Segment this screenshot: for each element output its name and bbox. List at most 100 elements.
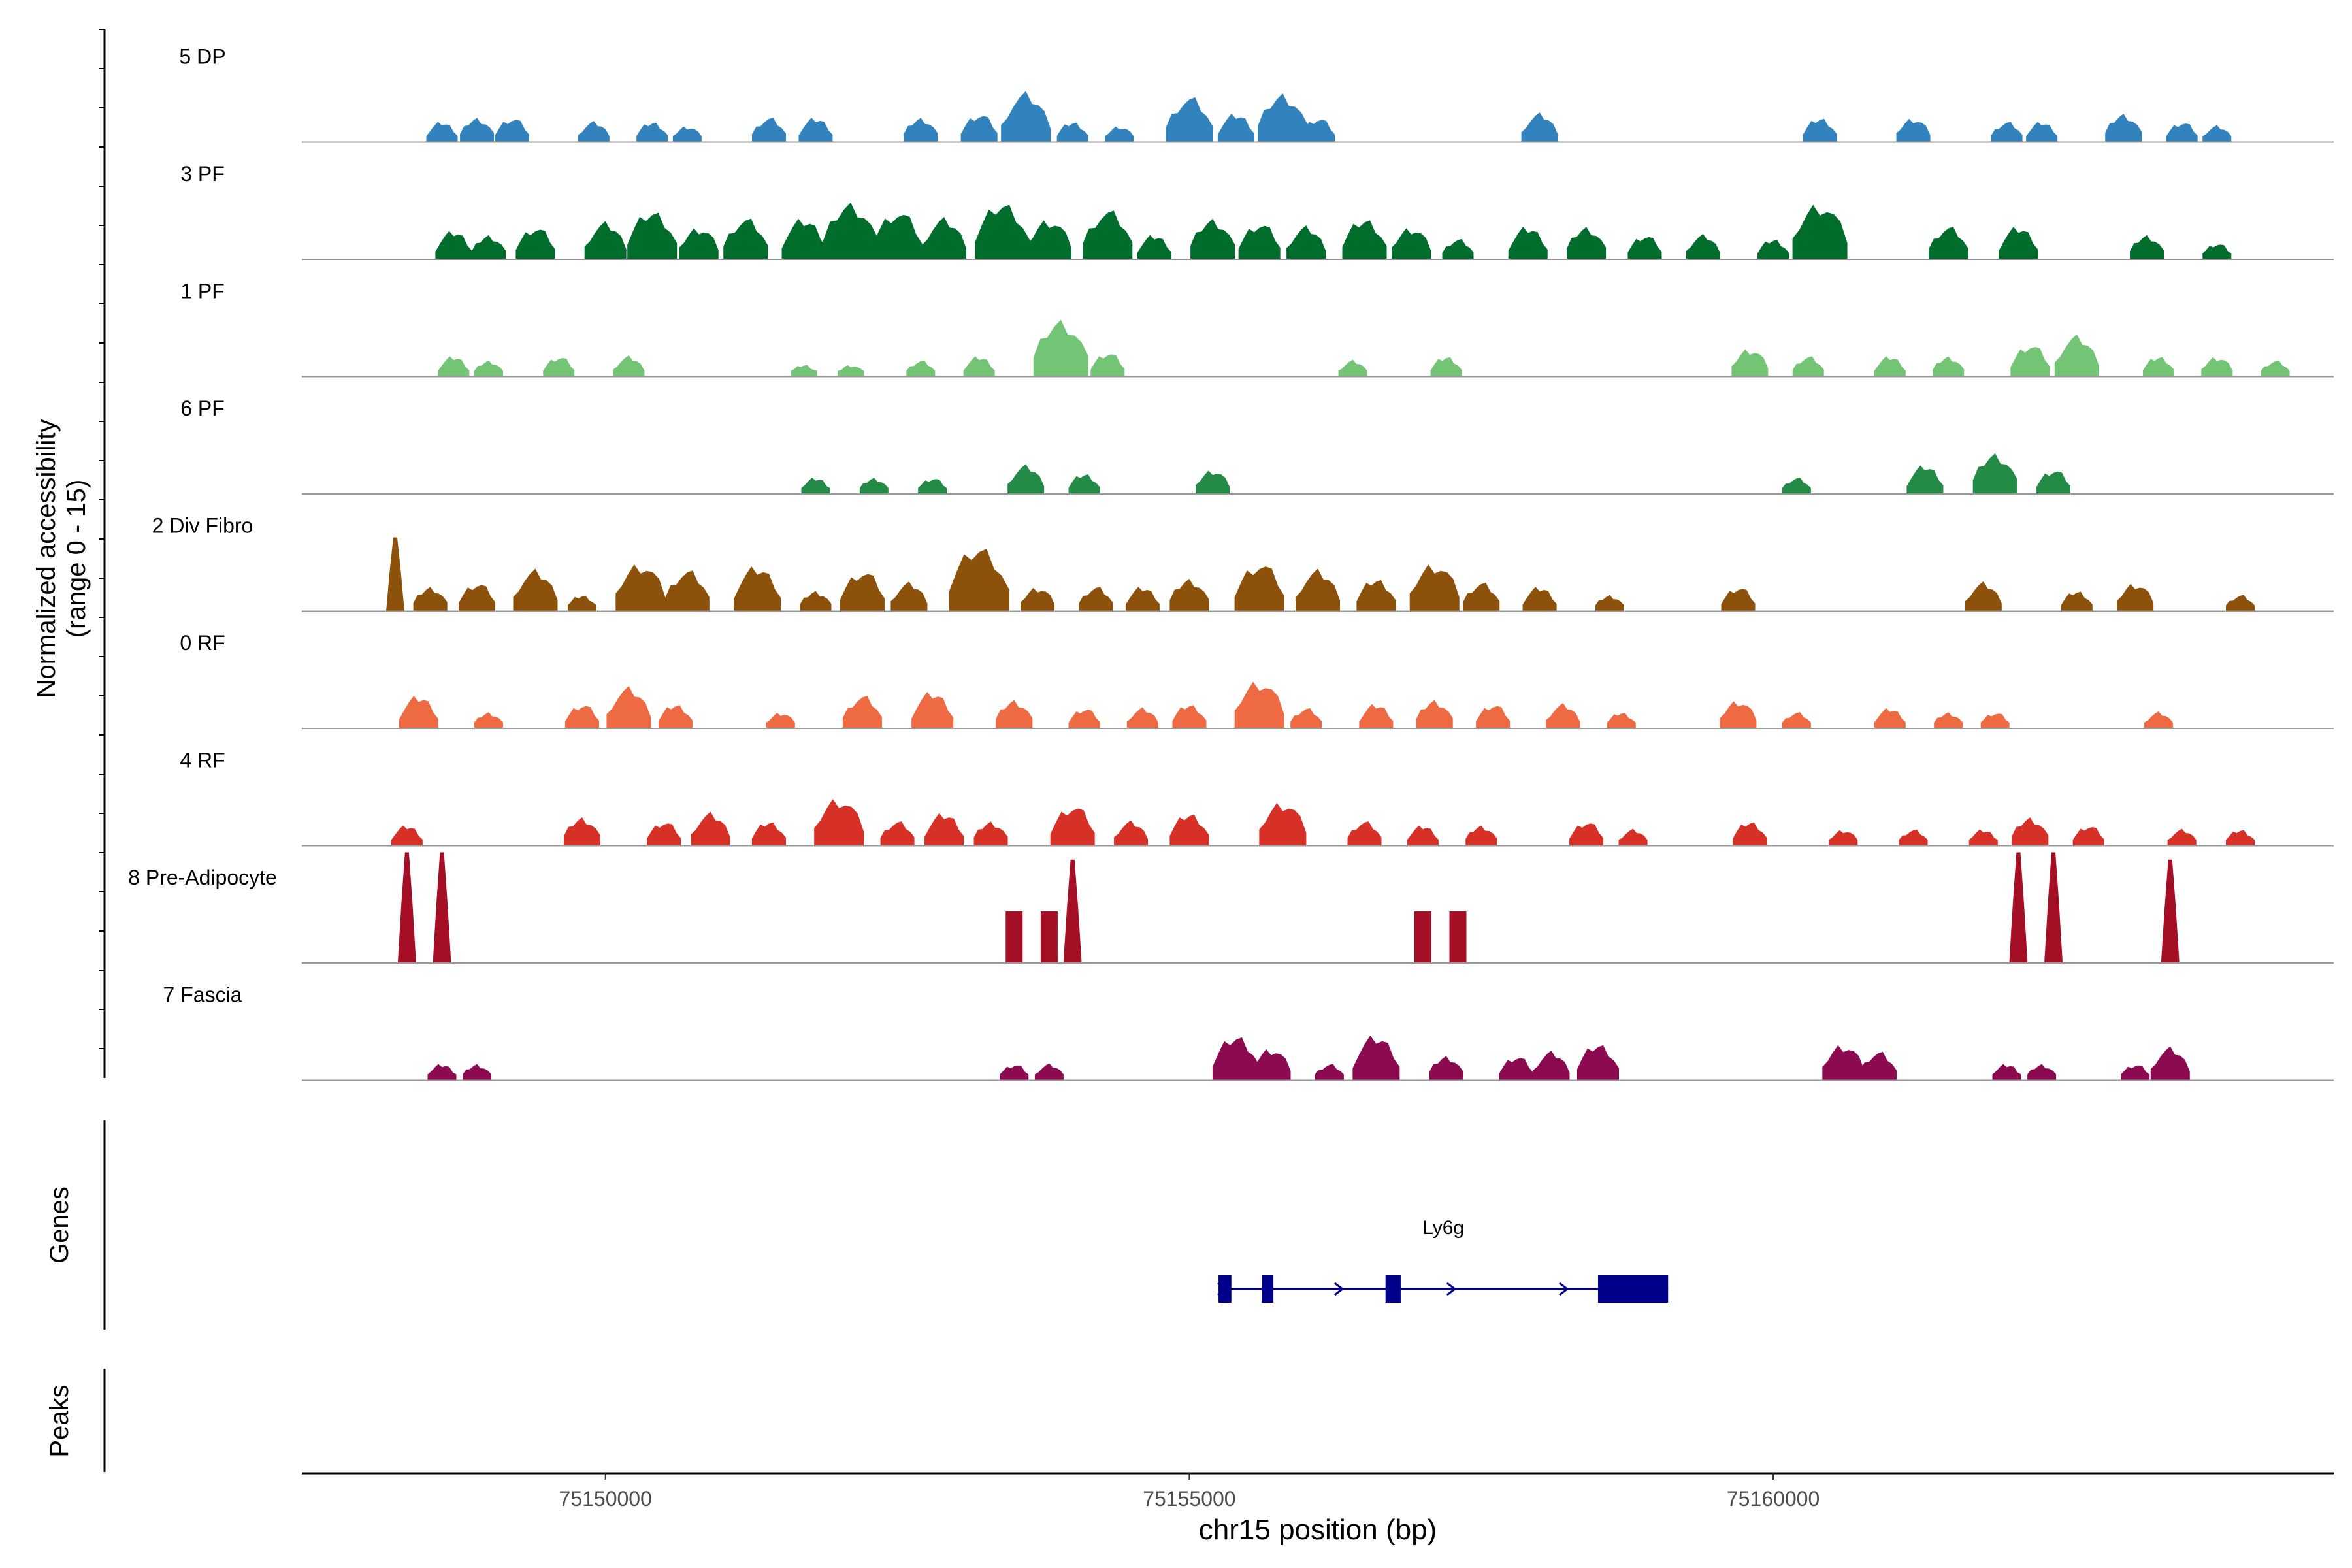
coverage-peak [1050, 808, 1095, 846]
coverage-peak [513, 568, 558, 612]
coverage-peak [433, 852, 451, 963]
coverage-panel: Normalized accessibility (range 0 - 15) … [32, 29, 2334, 1081]
coverage-peak [1546, 703, 1580, 728]
strand-arrow-icon [1333, 1282, 1345, 1296]
coverage-peak [1407, 825, 1439, 846]
coverage-peak [578, 121, 610, 142]
coverage-peak [791, 365, 817, 377]
coverage-peak [2054, 334, 2099, 377]
coverage-peak [1874, 356, 1906, 377]
coverage-peak [781, 218, 826, 259]
track-label: 5 DP [179, 45, 225, 69]
coverage-peak [2061, 591, 2093, 612]
coverage-peak [2226, 595, 2255, 612]
coverage-peak [438, 356, 470, 377]
track-label: 3 PF [180, 162, 225, 186]
coverage-peak [1190, 218, 1235, 259]
coverage-peak [1476, 706, 1511, 728]
genes-panel: Genes Ly6g [45, 1120, 1669, 1330]
coverage-peak [1347, 821, 1382, 846]
coverage-peak [615, 564, 666, 612]
coverage-peak [1234, 566, 1284, 612]
coverage-peak [918, 479, 947, 494]
y-axis-label-line1: Normalized accessibility [32, 419, 61, 698]
coverage-peak [1137, 235, 1171, 259]
coverage-peak [627, 212, 678, 259]
coverage-peak [2012, 817, 2049, 846]
coverage-peak [2226, 830, 2255, 846]
coverage-peak [1792, 356, 1824, 377]
coverage-peak [385, 537, 404, 612]
coverage-peak [1083, 210, 1133, 259]
coverage-peak [1068, 474, 1100, 494]
coverage-peak [911, 691, 954, 728]
coverage-peak [1166, 97, 1213, 142]
coverage-peak [1090, 354, 1125, 377]
coverage-peak [1251, 1049, 1291, 1081]
coverage-peak [2027, 1064, 2057, 1081]
coverage-peak [1906, 465, 1944, 494]
coverage-peak [823, 202, 879, 259]
track-3-pf: 3 PF [180, 162, 2334, 260]
coverage-peak [1040, 911, 1058, 963]
coverage-peak [1391, 228, 1431, 259]
coverage-peak [1079, 587, 1113, 612]
coverage-peak [798, 118, 833, 142]
coverage-peak [1442, 238, 1474, 259]
coverage-peak [1533, 1051, 1570, 1081]
coverage-peak [751, 118, 786, 142]
coverage-peak [996, 700, 1033, 728]
coverage-peak [1414, 911, 1431, 963]
coverage-peak [1463, 582, 1500, 612]
coverage-peak [1522, 587, 1557, 612]
coverage-peak [2010, 346, 2050, 377]
coverage-peak [1001, 91, 1051, 142]
coverage-peak [1416, 700, 1453, 728]
track-7-fascia: 7 Fascia [163, 983, 2334, 1081]
coverage-peak [1429, 1056, 1463, 1081]
coverage-peak [1217, 113, 1254, 142]
coverage-peak [613, 355, 645, 377]
coverage-peak [1234, 681, 1284, 728]
track-2-div-fibro: 2 Div Fibro [152, 514, 2334, 612]
gene-exon [1597, 1275, 1669, 1303]
coverage-peak [1301, 120, 1335, 142]
coverage-peak [1409, 564, 1460, 612]
coverage-peak [1968, 829, 1998, 846]
track-6-pf: 6 PF [180, 397, 2334, 495]
coverage-peak [890, 581, 928, 612]
x-tick-label: 75150000 [559, 1487, 652, 1511]
coverage-peak [664, 570, 710, 612]
coverage-peak [691, 811, 730, 846]
coverage-peak [543, 358, 575, 377]
coverage-peak [2026, 122, 2058, 142]
coverage-peak [734, 566, 781, 612]
coverage-peak [1196, 470, 1230, 494]
coverage-peak [1021, 587, 1055, 612]
gene-exon [1218, 1275, 1232, 1303]
coverage-peak [1286, 225, 1326, 259]
coverage-peak [1033, 319, 1088, 377]
track-4-rf: 4 RF [180, 749, 2334, 847]
coverage-peak [1567, 227, 1607, 259]
coverage-peak [1721, 589, 1756, 612]
coverage-peak [2009, 852, 2028, 963]
coverage-peak [1686, 234, 1720, 259]
coverage-peak [1359, 704, 1394, 728]
coverage-peak [1933, 356, 1965, 377]
coverage-peak [1731, 349, 1769, 377]
coverage-peak [1000, 1065, 1029, 1081]
coverage-peak [1607, 713, 1636, 728]
coverage-peak [1899, 829, 1928, 846]
coverage-peak [1172, 705, 1207, 728]
coverage-peak [1782, 478, 1811, 494]
coverage-peak [2261, 360, 2290, 377]
coverage-peak [658, 705, 693, 728]
peaks-panel-label: Peaks [45, 1384, 74, 1457]
coverage-peak [1465, 825, 1497, 846]
gene-exon [1385, 1275, 1401, 1303]
coverage-peak [906, 360, 936, 377]
gene-models: Ly6g [1217, 1217, 1669, 1303]
y-axis-label-line2: (range 0 - 15) [62, 480, 91, 638]
coverage-peak [2036, 471, 2071, 494]
